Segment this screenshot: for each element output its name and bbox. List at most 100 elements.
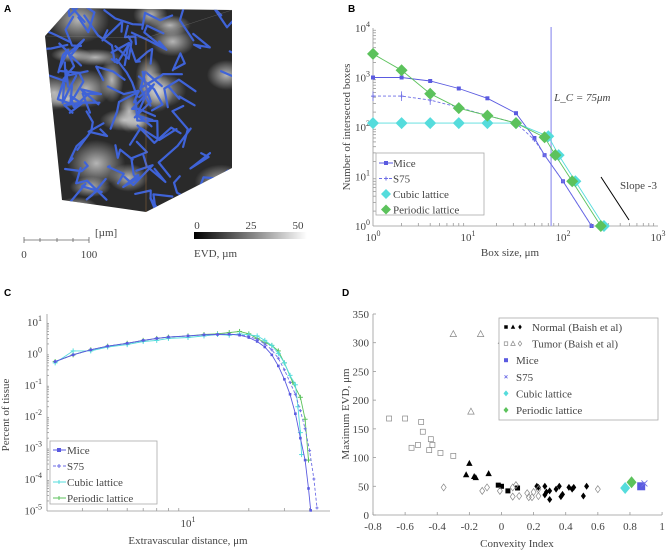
vessel-segment: [220, 50, 232, 79]
data-point: [395, 64, 408, 77]
legend-marker: [381, 204, 391, 215]
evd-highlight: [67, 139, 126, 187]
data-point: [484, 483, 490, 492]
panel-label-a: A: [4, 4, 11, 15]
y-tick-label: 350: [353, 309, 370, 321]
legend-marker: [503, 407, 509, 413]
y-tick-label: 10-3: [24, 440, 42, 455]
data-point: [535, 491, 542, 501]
data-point: [167, 335, 170, 339]
data-point: [275, 350, 281, 356]
legend-marker: [510, 324, 516, 329]
x-axis-label: Box size, μm: [481, 247, 540, 259]
vessel-segment: [141, 11, 174, 30]
legend-marker: [57, 496, 61, 500]
data-point: [269, 342, 275, 348]
lc-annotation: L_C = 75μm: [553, 92, 610, 104]
vessel-segment: [114, 144, 134, 161]
data-point: [270, 353, 274, 357]
legend-marker: [57, 464, 61, 468]
data-point: [547, 487, 553, 495]
data-point: [302, 416, 308, 422]
series-s75: [641, 480, 648, 487]
data-point: [594, 220, 607, 232]
data-point: [450, 452, 457, 459]
data-point: [371, 75, 375, 80]
data-point: [299, 436, 302, 440]
data-point: [371, 94, 375, 99]
unit-label: [µm]: [95, 227, 117, 239]
legend-label: Periodic lattice: [393, 205, 459, 217]
data-point: [283, 377, 286, 381]
legend-label: S75: [393, 174, 411, 186]
vessel-segment: [95, 65, 126, 82]
data-point: [297, 394, 303, 400]
vessel-segment: [171, 104, 189, 148]
data-point: [418, 419, 425, 425]
data-point: [524, 489, 531, 498]
data-point: [53, 360, 57, 363]
legend-marker: [517, 340, 523, 347]
data-point: [399, 75, 404, 80]
data-point: [270, 348, 274, 352]
data-point: [428, 78, 433, 83]
data-point: [71, 353, 75, 357]
data-point: [419, 428, 426, 435]
data-point: [509, 492, 516, 501]
data-point: [513, 481, 519, 490]
data-point: [485, 96, 490, 101]
data-point: [303, 427, 307, 431]
legend-box: [375, 152, 485, 216]
data-point: [479, 486, 486, 495]
data-point: [186, 334, 190, 338]
data-point: [538, 131, 551, 144]
data-point: [560, 490, 566, 498]
series-tumor-diamond: [440, 481, 601, 502]
data-point: [294, 412, 297, 416]
chart-c-evd-distribution: 101 101 100 10-1 10-2 10-3 10-4 10-5 Extravascul…: [0, 314, 330, 547]
x-tick-label: 0.6: [591, 521, 605, 533]
data-point: [449, 329, 458, 337]
x-tick-label: 0.8: [623, 521, 637, 533]
vessel-segment: [140, 73, 183, 89]
data-point: [584, 482, 590, 490]
vessel-segment: [171, 52, 186, 72]
legend-marker: [57, 480, 61, 484]
series-normal-diamond: [534, 482, 590, 503]
evd-highlight: [68, 48, 122, 66]
vessel-segment: [157, 127, 192, 178]
data-point: [263, 342, 267, 346]
y-tick-label: 10-4: [24, 471, 42, 486]
legend-label: Cubic lattice: [67, 477, 123, 489]
data-point: [594, 485, 601, 494]
chart-d-convexity-scatter: -0.8 -0.6 -0.4 -0.2 0 0.2 0.4 0.6 0.8 1 0 50 100 150 2…: [340, 309, 665, 550]
data-point: [516, 491, 523, 501]
x-tick-label: 101: [181, 515, 196, 530]
data-point: [262, 337, 268, 343]
vessel-segment: [212, 8, 232, 29]
vessel-segment: [130, 140, 148, 176]
scale-min-label: 0: [21, 249, 27, 261]
data-point: [498, 483, 504, 489]
data-point: [202, 333, 206, 337]
legend-marker: [504, 358, 508, 363]
colorbar-label: EVD, µm: [194, 248, 237, 260]
legend: Normal (Baish et al) Tumor (Baish et al) M…: [498, 317, 659, 421]
vessel-segment: [168, 86, 196, 107]
data-point: [476, 329, 485, 337]
legend-label: Tumor (Baish et al): [532, 339, 618, 351]
data-point: [549, 149, 562, 162]
legend-label: Mice: [516, 355, 539, 367]
vessel-segment: [128, 126, 178, 146]
data-point: [496, 486, 503, 495]
data-point: [367, 47, 379, 60]
data-point: [303, 458, 307, 462]
x-tick-label: 0.4: [559, 521, 573, 533]
data-point: [481, 109, 494, 122]
data-point: [452, 117, 465, 130]
data-point: [216, 333, 219, 336]
data-point: [466, 459, 473, 466]
data-point: [276, 356, 280, 360]
